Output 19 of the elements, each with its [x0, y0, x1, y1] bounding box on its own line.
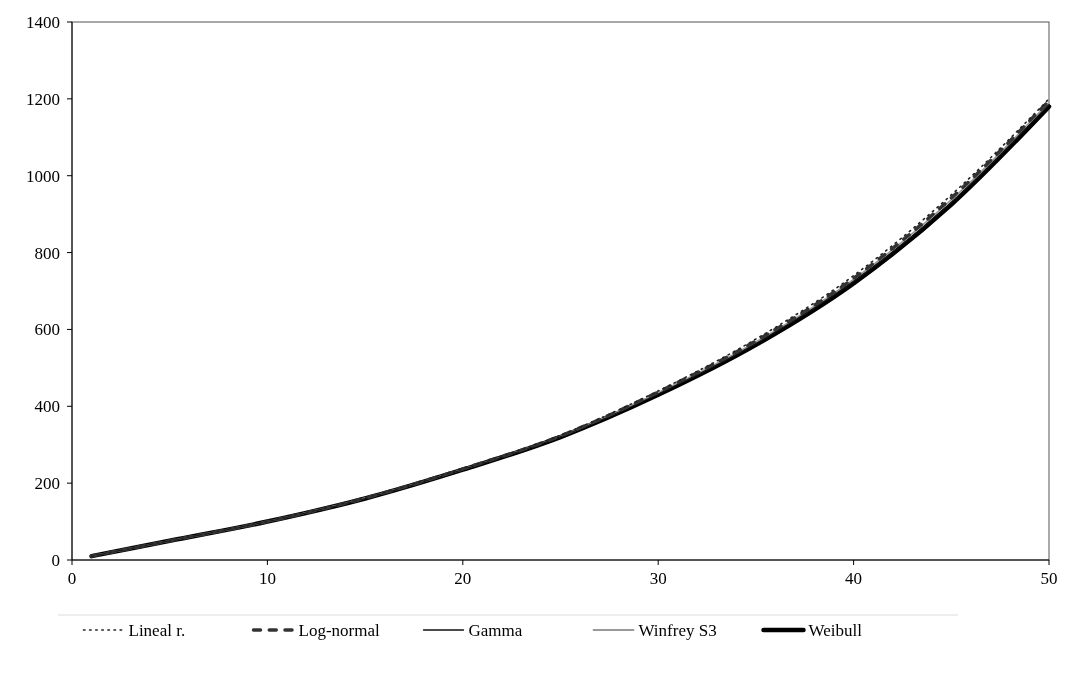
y-tick-label: 800 — [34, 243, 60, 263]
legend-label: Gamma — [468, 620, 523, 640]
y-tick-label: 1000 — [26, 166, 60, 186]
legend-label: Weibull — [808, 620, 863, 640]
x-tick-label: 50 — [1040, 569, 1058, 588]
y-tick-label: 600 — [34, 320, 60, 340]
y-tick-label: 1200 — [26, 89, 60, 109]
y-tick-label: 200 — [34, 474, 60, 494]
x-tick-label: 0 — [67, 569, 77, 588]
x-tick-label: 20 — [454, 569, 472, 588]
y-tick-label: 1400 — [26, 12, 60, 32]
legend-label: Lineal r. — [128, 620, 186, 640]
legend-label: Winfrey S3 — [638, 620, 717, 640]
x-tick-label: 30 — [649, 569, 667, 588]
legend-label: Log-normal — [298, 620, 380, 640]
x-tick-label: 10 — [258, 569, 276, 588]
x-tick-label: 40 — [845, 569, 863, 588]
y-tick-label: 0 — [51, 550, 60, 570]
y-tick-label: 400 — [34, 397, 60, 417]
